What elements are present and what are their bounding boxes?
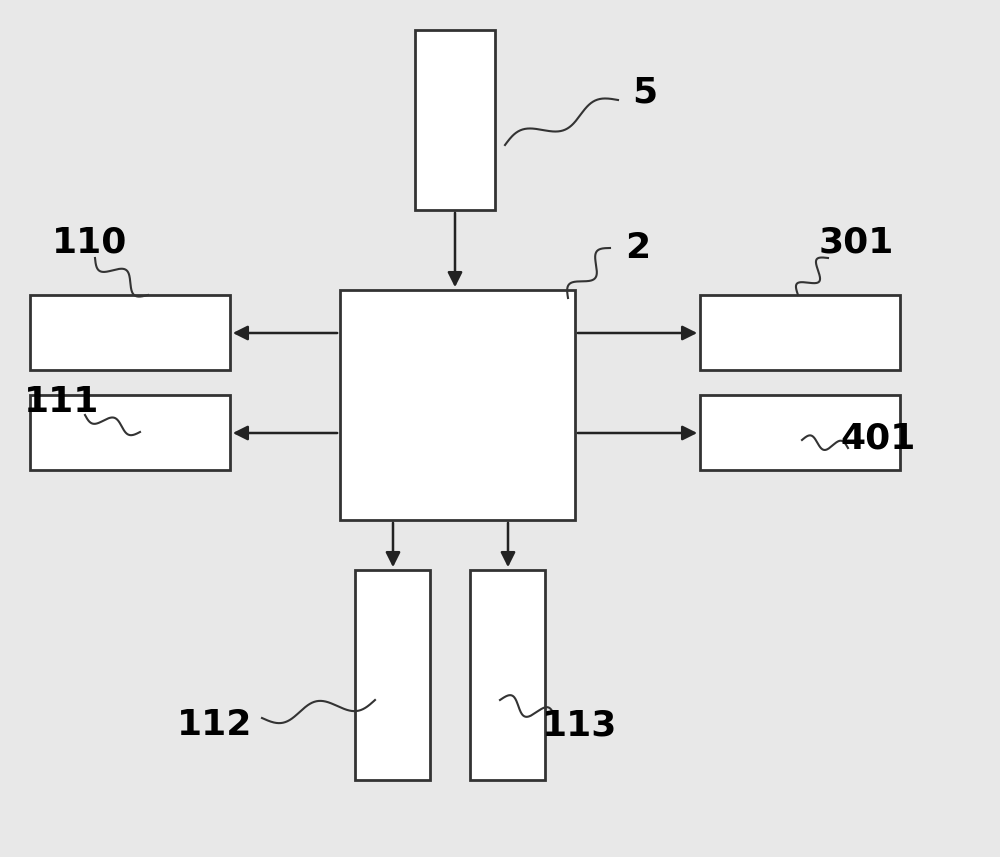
Text: 301: 301 — [818, 225, 894, 259]
Bar — [700, 395, 900, 470]
Bar — [700, 295, 900, 370]
Bar — [355, 570, 430, 780]
Text: 2: 2 — [625, 231, 651, 265]
Bar — [30, 395, 230, 470]
Text: 113: 113 — [542, 708, 618, 742]
Text: 5: 5 — [632, 75, 658, 109]
Text: 111: 111 — [24, 385, 100, 419]
Bar — [470, 570, 545, 780]
Bar — [30, 295, 230, 370]
Bar — [415, 30, 495, 210]
Bar — [340, 290, 575, 520]
Text: 112: 112 — [177, 708, 253, 742]
Text: 110: 110 — [52, 225, 128, 259]
Text: 401: 401 — [840, 421, 916, 455]
